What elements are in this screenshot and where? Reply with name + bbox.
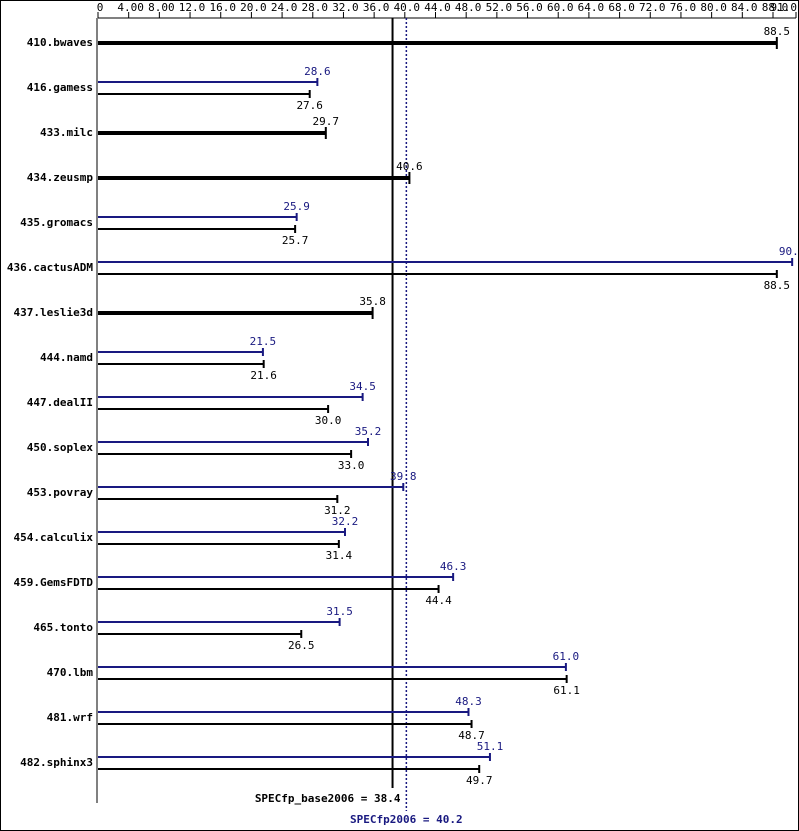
y-tick-label: 410.bwaves: [27, 36, 93, 49]
value-label: 46.3: [440, 560, 467, 573]
value-label: 88.5: [764, 279, 791, 292]
value-label: 39.8: [390, 470, 417, 483]
x-tick-label: 20.0: [240, 1, 267, 14]
x-tick-label: 91.0: [771, 1, 798, 14]
y-tick-label: 435.gromacs: [20, 216, 93, 229]
reference-label: SPECfp_base2006 = 38.4: [255, 792, 401, 805]
value-label: 30.0: [315, 414, 342, 427]
value-label: 28.6: [304, 65, 331, 78]
x-tick-label: 76.0: [670, 1, 697, 14]
x-tick-label: 12.0: [179, 1, 206, 14]
x-tick-label: 16.0: [209, 1, 236, 14]
value-label: 31.2: [324, 504, 351, 517]
x-tick-label: 48.0: [455, 1, 482, 14]
value-label: 61.1: [553, 684, 580, 697]
reference-value: 40.2: [436, 813, 463, 826]
y-tick-label: 481.wrf: [47, 711, 93, 724]
y-tick-label: 482.sphinx3: [20, 756, 93, 769]
reference-name: SPECfp2006 =: [350, 813, 430, 826]
x-tick-label: 8.00: [148, 1, 175, 14]
x-tick-label: 32.0: [332, 1, 359, 14]
x-tick-label: 64.0: [578, 1, 605, 14]
x-tick-label: 44.0: [424, 1, 451, 14]
x-tick-label: 60.0: [547, 1, 574, 14]
y-tick-label: 437.leslie3d: [14, 306, 93, 319]
y-tick-label: 454.calculix: [14, 531, 94, 544]
value-label: 51.1: [477, 740, 504, 753]
value-label: 31.4: [326, 549, 353, 562]
x-tick-label: 28.0: [302, 1, 329, 14]
value-label: 31.5: [326, 605, 353, 618]
x-tick-label: 24.0: [271, 1, 298, 14]
y-tick-label: 436.cactusADM: [7, 261, 93, 274]
value-label: 32.2: [332, 515, 359, 528]
x-tick-label: 84.0: [731, 1, 758, 14]
y-tick-label: 433.milc: [40, 126, 93, 139]
x-tick-label: 80.0: [700, 1, 727, 14]
value-label: 21.6: [250, 369, 277, 382]
y-tick-label: 470.lbm: [47, 666, 94, 679]
value-label: 48.7: [458, 729, 485, 742]
reference-label: SPECfp2006 = 40.2: [350, 813, 463, 826]
value-label: 44.4: [425, 594, 452, 607]
x-tick-label: 56.0: [516, 1, 543, 14]
value-label: 34.5: [349, 380, 376, 393]
value-label: 40.6: [396, 160, 423, 173]
y-tick-label: 465.tonto: [33, 621, 93, 634]
value-label: 35.8: [359, 295, 386, 308]
y-tick-label: 459.GemsFDTD: [14, 576, 94, 589]
y-tick-label: 447.dealII: [27, 396, 93, 409]
value-label: 29.7: [313, 115, 340, 128]
x-tick-label: 4.00: [117, 1, 144, 14]
y-tick-label: 434.zeusmp: [27, 171, 94, 184]
y-tick-label: 453.povray: [27, 486, 94, 499]
x-tick-label: 72.0: [639, 1, 666, 14]
value-label: 49.7: [466, 774, 493, 787]
y-tick-label: 416.gamess: [27, 81, 93, 94]
value-label: 61.0: [553, 650, 580, 663]
y-tick-label: 450.soplex: [27, 441, 94, 454]
y-tick-label: 444.namd: [40, 351, 93, 364]
x-tick-label: 52.0: [486, 1, 513, 14]
reference-value: 38.4: [374, 792, 401, 805]
value-label: 33.0: [338, 459, 365, 472]
value-label: 21.5: [250, 335, 277, 348]
x-tick-label: 88.0: [762, 1, 789, 14]
x-tick-label: 68.0: [608, 1, 635, 14]
value-label: 25.9: [283, 200, 310, 213]
value-label: 90.5: [779, 245, 799, 258]
x-tick-label: 40.0: [394, 1, 421, 14]
x-tick-label: 0: [97, 1, 104, 14]
value-label: 26.5: [288, 639, 315, 652]
value-label: 25.7: [282, 234, 309, 247]
reference-name: SPECfp_base2006 =: [255, 792, 368, 805]
value-label: 48.3: [455, 695, 482, 708]
value-label: 27.6: [296, 99, 323, 112]
x-tick-label: 36.0: [363, 1, 390, 14]
value-label: 35.2: [355, 425, 382, 438]
value-label: 88.5: [764, 25, 791, 38]
